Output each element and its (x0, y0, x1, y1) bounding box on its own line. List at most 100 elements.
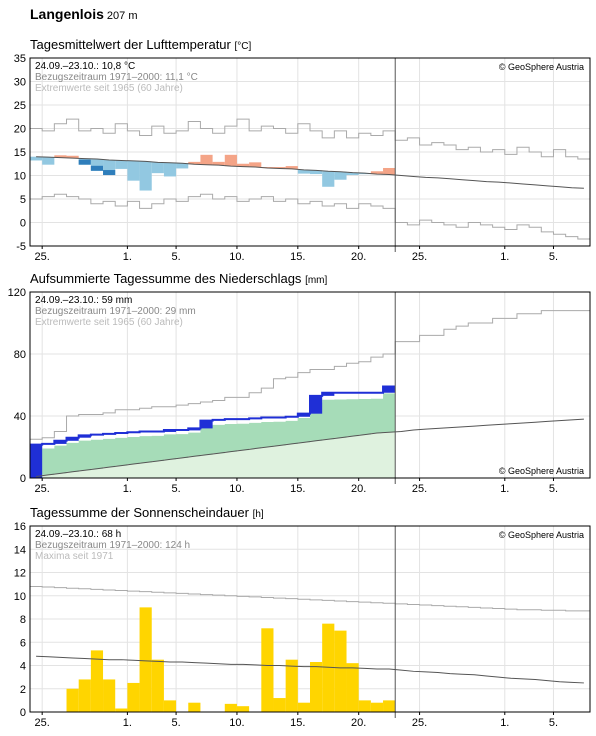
daily-precipitation-increment (30, 444, 43, 478)
record-low-marker (103, 170, 116, 176)
y-tick-label: 16 (14, 521, 26, 533)
temperature-anomaly-bar (310, 170, 323, 175)
x-tick-label: 20. (351, 251, 366, 263)
copyright-label: © GeoSphere Austria (499, 466, 584, 476)
info-text: 24.09.–23.10.: 10,8 °C (35, 61, 135, 72)
y-tick-label: 5 (20, 194, 26, 206)
y-tick-label: 20 (14, 124, 26, 136)
precipitation-chart: 0 40 80 120 25. 1. 5. 10. 15. 20. 25. 1. 5. 24.09.–23… (8, 287, 591, 495)
y-tick-label: 25 (14, 100, 26, 112)
temperature-anomaly-bar (151, 162, 164, 174)
sunshine-bar (383, 700, 396, 712)
x-tick-label: 25. (412, 483, 427, 495)
normal-precipitation-line (36, 418, 584, 477)
temperature-anomaly-bar (334, 171, 347, 180)
daily-precipitation-increment (297, 413, 310, 417)
record-low-marker (78, 159, 91, 165)
y-tick-label: 10 (14, 591, 26, 603)
x-tick-label: 5. (171, 717, 180, 729)
sunshine-bar (151, 659, 164, 712)
temperature-anomaly-bar (249, 162, 262, 168)
max-sunshine-line (30, 585, 590, 612)
y-tick-label: 40 (14, 411, 26, 423)
daily-precipitation-increment (78, 435, 91, 438)
precipitation-unit: [mm] (305, 275, 328, 286)
sunshine-bar (273, 698, 286, 712)
temperature-anomaly-bar (139, 161, 152, 191)
precipitation-chart-title: Aufsummierte Tagessumme des Niederschlag… (30, 271, 327, 286)
y-tick-label: 14 (14, 544, 26, 556)
x-tick-label: 5. (171, 483, 180, 495)
x-tick-label: 25. (35, 717, 50, 729)
plot-frame (29, 291, 591, 479)
x-tick-label: 15. (290, 251, 305, 263)
info-text: 24.09.–23.10.: 59 mm (35, 295, 132, 306)
x-tick-label: 5. (549, 717, 558, 729)
info-text: 24.09.–23.10.: 68 h (35, 529, 121, 540)
sunshine-bar (310, 662, 323, 712)
temperature-anomaly-bar (200, 154, 213, 165)
y-tick-label: 0 (20, 473, 26, 485)
y-tick-label: 2 (20, 684, 26, 696)
x-tick-label: 15. (290, 717, 305, 729)
temperature-anomaly-bar (176, 163, 189, 169)
x-tick-label: 20. (351, 717, 366, 729)
y-tick-label: 12 (14, 568, 26, 580)
x-tick-label: 1. (500, 251, 509, 263)
x-tick-label: 10. (229, 251, 244, 263)
daily-precipitation-increment (188, 428, 201, 431)
temperature-title-text: Tagesmittelwert der Lufttemperatur (30, 37, 231, 52)
temperature-anomaly-bar (370, 171, 384, 175)
normal-temperature-line (36, 156, 584, 189)
sunshine-bar (66, 688, 79, 712)
station-header: Langenlois 207 m (30, 6, 137, 22)
x-tick-label: 15. (290, 483, 305, 495)
daily-precipitation-increment (322, 392, 335, 396)
temperature-anomaly-bar (212, 161, 225, 166)
daily-precipitation-increment (200, 420, 213, 429)
temperature-anomaly-bar (322, 171, 335, 187)
daily-precipitation-increment (163, 429, 177, 432)
x-tick-label: 25. (412, 717, 427, 729)
normal-sunshine-line (36, 655, 584, 684)
sunshine-bar (103, 679, 116, 712)
sunshine-unit: [h] (252, 509, 264, 520)
temperature-anomaly-bar (30, 156, 43, 161)
record-low-marker (90, 165, 104, 171)
y-tick-label: 6 (20, 637, 26, 649)
sunshine-bar (163, 700, 177, 712)
daily-precipitation-increment (66, 437, 79, 441)
info-text: Bezugszeitraum 1971–2000: 29 mm (35, 306, 196, 317)
x-tick-label: 1. (123, 483, 132, 495)
copyright-label: © GeoSphere Austria (499, 530, 584, 540)
info-text: Bezugszeitraum 1971–2000: 124 h (35, 540, 190, 551)
temperature-anomaly-bar (346, 172, 359, 176)
temperature-anomaly-bar (42, 157, 55, 165)
y-tick-label: 80 (14, 349, 26, 361)
y-tick-label: 0 (20, 707, 26, 719)
sunshine-bar (188, 702, 201, 712)
sunshine-chart-title: Tagessumme der Sonnenscheindauer [h] (30, 505, 264, 520)
sunshine-bar (90, 650, 104, 712)
y-tick-label: 120 (8, 287, 26, 299)
station-name: Langenlois (30, 6, 104, 22)
x-tick-label: 1. (500, 483, 509, 495)
sunshine-bar (139, 607, 152, 712)
info-text: Bezugszeitraum 1971–2000: 11,1 °C (35, 72, 198, 83)
plot-frame (29, 57, 591, 247)
x-tick-label: 5. (549, 251, 558, 263)
sunshine-bar (346, 663, 359, 712)
temperature-anomaly-bar (163, 162, 177, 177)
sunshine-bar (358, 700, 371, 712)
x-tick-label: 1. (123, 717, 132, 729)
temperature-anomaly-bar (66, 155, 79, 159)
sunshine-bar (285, 659, 298, 712)
precipitation-title-text: Aufsummierte Tagessumme des Niederschlag… (30, 271, 302, 286)
temperature-anomaly-bar (90, 159, 104, 171)
y-tick-label: 35 (14, 53, 26, 65)
max-extreme-line (30, 310, 590, 440)
info-text: Extremwerte seit 1965 (60 Jahre) (35, 317, 183, 328)
sunshine-bar (224, 703, 237, 712)
plot-frame (29, 525, 591, 713)
